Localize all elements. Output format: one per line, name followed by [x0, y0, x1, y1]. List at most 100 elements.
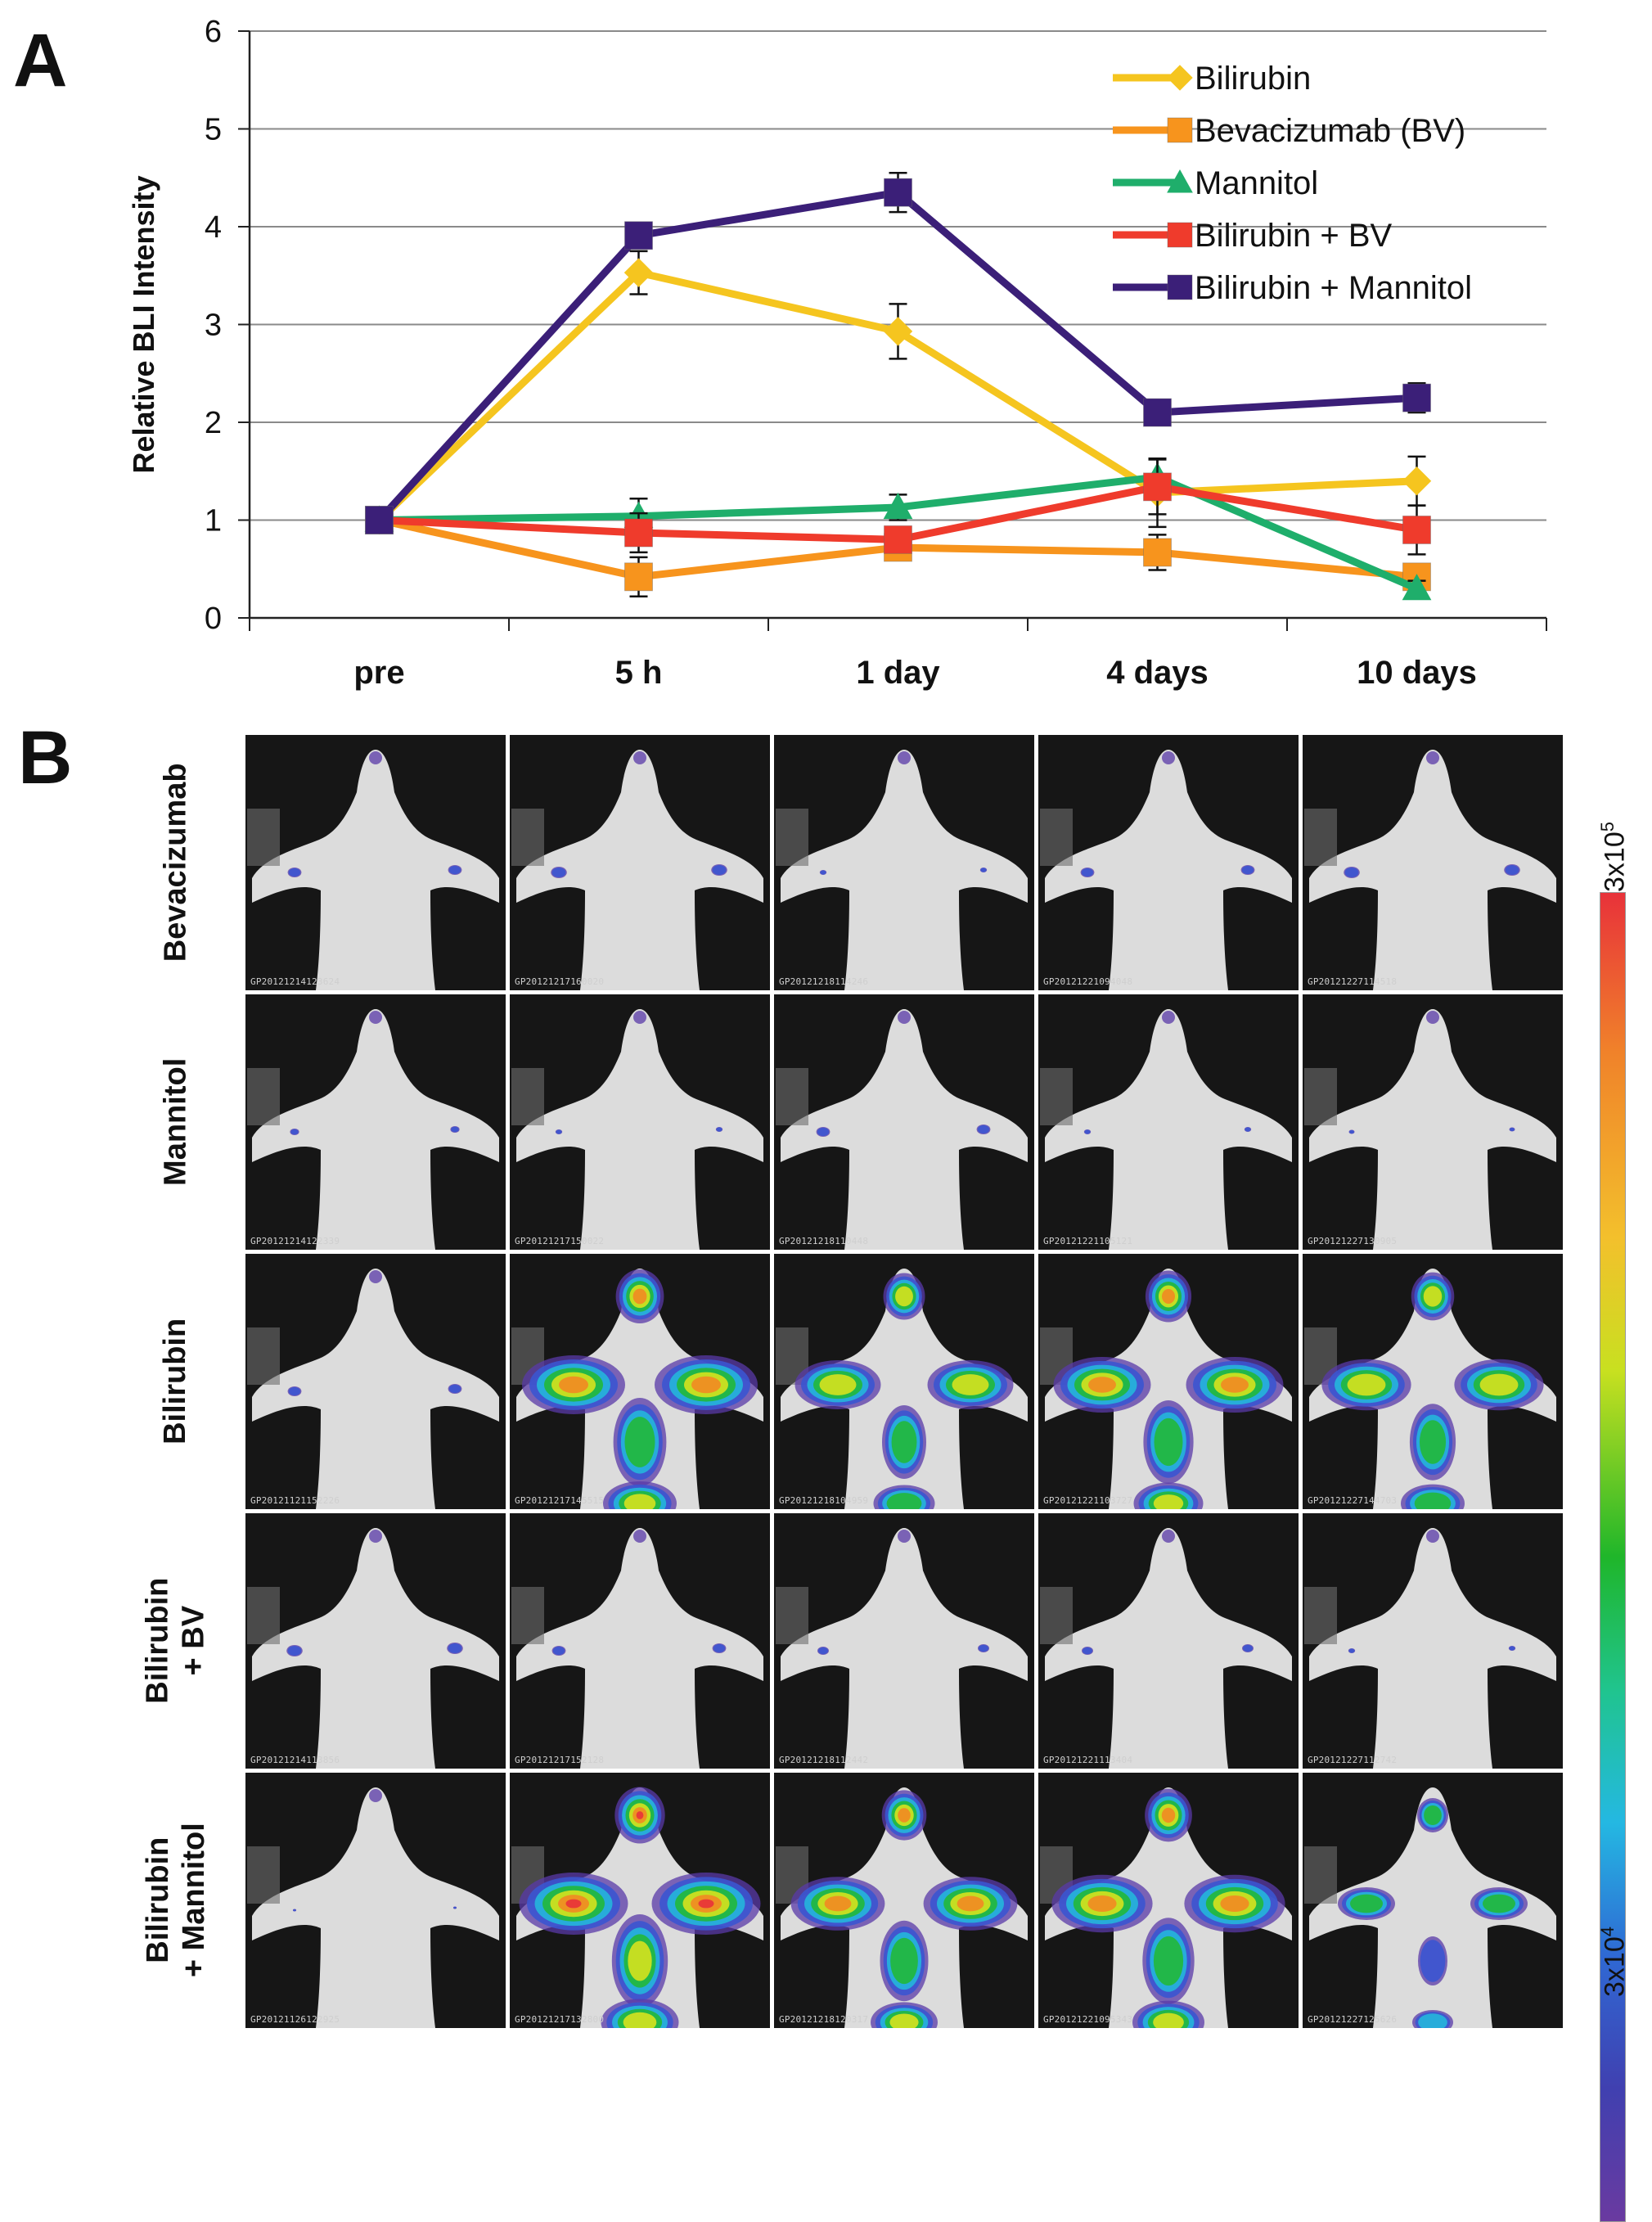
bli-signal-blob — [552, 1646, 565, 1656]
bli-signal-blob — [698, 1899, 714, 1909]
mouse-figure — [1040, 1787, 1292, 2028]
bli-signal-blob — [1081, 868, 1094, 877]
image-id-label: GP20121227114518 — [1308, 976, 1398, 987]
bli-signal-blob — [716, 1127, 722, 1132]
y-tick-label: 5 — [205, 113, 222, 147]
tape-patch — [776, 809, 808, 866]
tape-patch — [247, 1587, 280, 1644]
bli-signal-blob — [1344, 868, 1359, 877]
bli-signal-blob — [623, 2012, 657, 2028]
tape-patch — [1040, 1068, 1073, 1125]
bli-signal-blob — [369, 1530, 382, 1543]
colorbar-max-label: 3x105 — [1597, 822, 1631, 892]
tape-patch — [511, 1068, 544, 1125]
mouse-body — [252, 750, 499, 990]
bli-signal-blob — [369, 1789, 382, 1802]
bli-mouse-image: GP20121218114246 — [774, 735, 1034, 990]
bli-signal-blob — [369, 751, 382, 764]
row-label: Bevacizumab — [158, 763, 193, 962]
panel-a-label: A — [13, 19, 68, 102]
mouse-body — [781, 1528, 1028, 1769]
row-label: Mannitol — [158, 1057, 193, 1187]
data-point — [1402, 515, 1431, 544]
bli-signal-blob — [565, 1899, 582, 1909]
image-id-label: GP20121227125626 — [1308, 2014, 1398, 2025]
bli-signal-blob — [1162, 1011, 1175, 1024]
bli-mouse-image: GP20121221095343 — [1038, 1773, 1299, 2028]
mouse-figure — [511, 1009, 763, 1250]
mouse-figure — [1304, 1528, 1556, 1769]
mouse-body — [1045, 1269, 1292, 1509]
mouse-figure — [776, 1009, 1028, 1250]
bli-signal-blob — [1419, 1420, 1447, 1464]
legend-label: Bevacizumab (BV) — [1195, 113, 1465, 149]
bli-signal-blob — [1161, 1807, 1176, 1823]
bli-signal-blob — [1509, 1646, 1515, 1651]
tape-patch — [1304, 1587, 1337, 1644]
bli-signal-blob — [890, 1937, 918, 1985]
mouse-figure — [1304, 1269, 1556, 1509]
y-tick-label: 2 — [205, 406, 222, 440]
bli-signal-blob — [898, 751, 911, 764]
bli-signal-blob — [824, 1895, 852, 1912]
legend-marker — [1167, 65, 1193, 91]
bli-mouse-image: GP20121227112742 — [1303, 1513, 1563, 1769]
mouse-body — [1309, 750, 1556, 990]
bli-signal-blob — [1426, 1011, 1439, 1024]
bli-signal-blob — [979, 1644, 988, 1652]
bli-signal-blob — [624, 1417, 655, 1467]
mouse-body — [516, 1528, 763, 1769]
bli-signal-blob — [369, 1270, 382, 1283]
row-label: Bilirubin + Mannitol — [140, 1823, 211, 1978]
image-id-label: GP20121217152128 — [515, 1755, 605, 1765]
bli-signal-blob — [288, 1386, 301, 1396]
mouse-body — [252, 1528, 499, 1769]
mouse-body — [516, 1787, 763, 2028]
bli-signal-blob — [898, 1011, 911, 1024]
tape-patch — [247, 809, 280, 866]
data-point — [883, 492, 913, 520]
bli-signal-blob — [290, 1129, 299, 1135]
legend-label: Bilirubin + BV — [1195, 218, 1393, 254]
image-id-label: GP20121214123624 — [250, 976, 340, 987]
mouse-body — [1309, 1528, 1556, 1769]
bli-mouse-image: GP20121214122339 — [245, 994, 506, 1250]
tape-patch — [247, 1327, 280, 1385]
bli-mouse-image: GP20121218110448 — [774, 994, 1034, 1250]
tape-patch — [247, 1068, 280, 1125]
bli-signal-blob — [895, 1286, 913, 1307]
y-tick-label: 1 — [205, 504, 222, 539]
data-point — [365, 506, 394, 534]
image-id-label: GP20121218114246 — [779, 976, 869, 987]
mouse-figure — [247, 1269, 499, 1509]
bli-signal-blob — [448, 1384, 461, 1394]
legend-label: Mannitol — [1195, 165, 1318, 201]
bli-mouse-image: GP20121218120317 — [774, 1773, 1034, 2028]
mouse-body — [1045, 1009, 1292, 1250]
legend-marker — [1167, 169, 1193, 193]
bli-mouse-image: GP20121227130905 — [1303, 994, 1563, 1250]
mouse-figure — [247, 750, 499, 990]
bli-signal-blob — [1153, 1936, 1184, 1986]
legend-marker — [1167, 274, 1193, 300]
bli-signal-blob — [1162, 1530, 1175, 1543]
x-category-label: pre — [353, 655, 404, 691]
bli-signal-blob — [1084, 1129, 1091, 1134]
mouse-figure — [1040, 750, 1292, 990]
bli-signal-blob — [448, 1643, 462, 1653]
legend-marker — [1167, 222, 1193, 248]
bli-signal-blob — [1245, 1127, 1251, 1132]
bli-signal-blob — [819, 1374, 857, 1395]
bli-signal-blob — [636, 1811, 644, 1819]
mouse-figure — [776, 1269, 1028, 1509]
image-id-label: GP20121217160020 — [515, 976, 605, 987]
image-id-label: GP20121214113856 — [250, 1755, 340, 1765]
bli-signal-blob — [820, 870, 826, 875]
mouse-body — [516, 750, 763, 990]
mouse-body — [781, 750, 1028, 990]
image-id-label: GP20121218120317 — [779, 2014, 869, 2025]
bli-signal-blob — [1220, 1895, 1249, 1913]
image-id-label: GP20121218104959 — [779, 1495, 869, 1506]
tape-patch — [1304, 1846, 1337, 1904]
data-point — [624, 221, 653, 250]
